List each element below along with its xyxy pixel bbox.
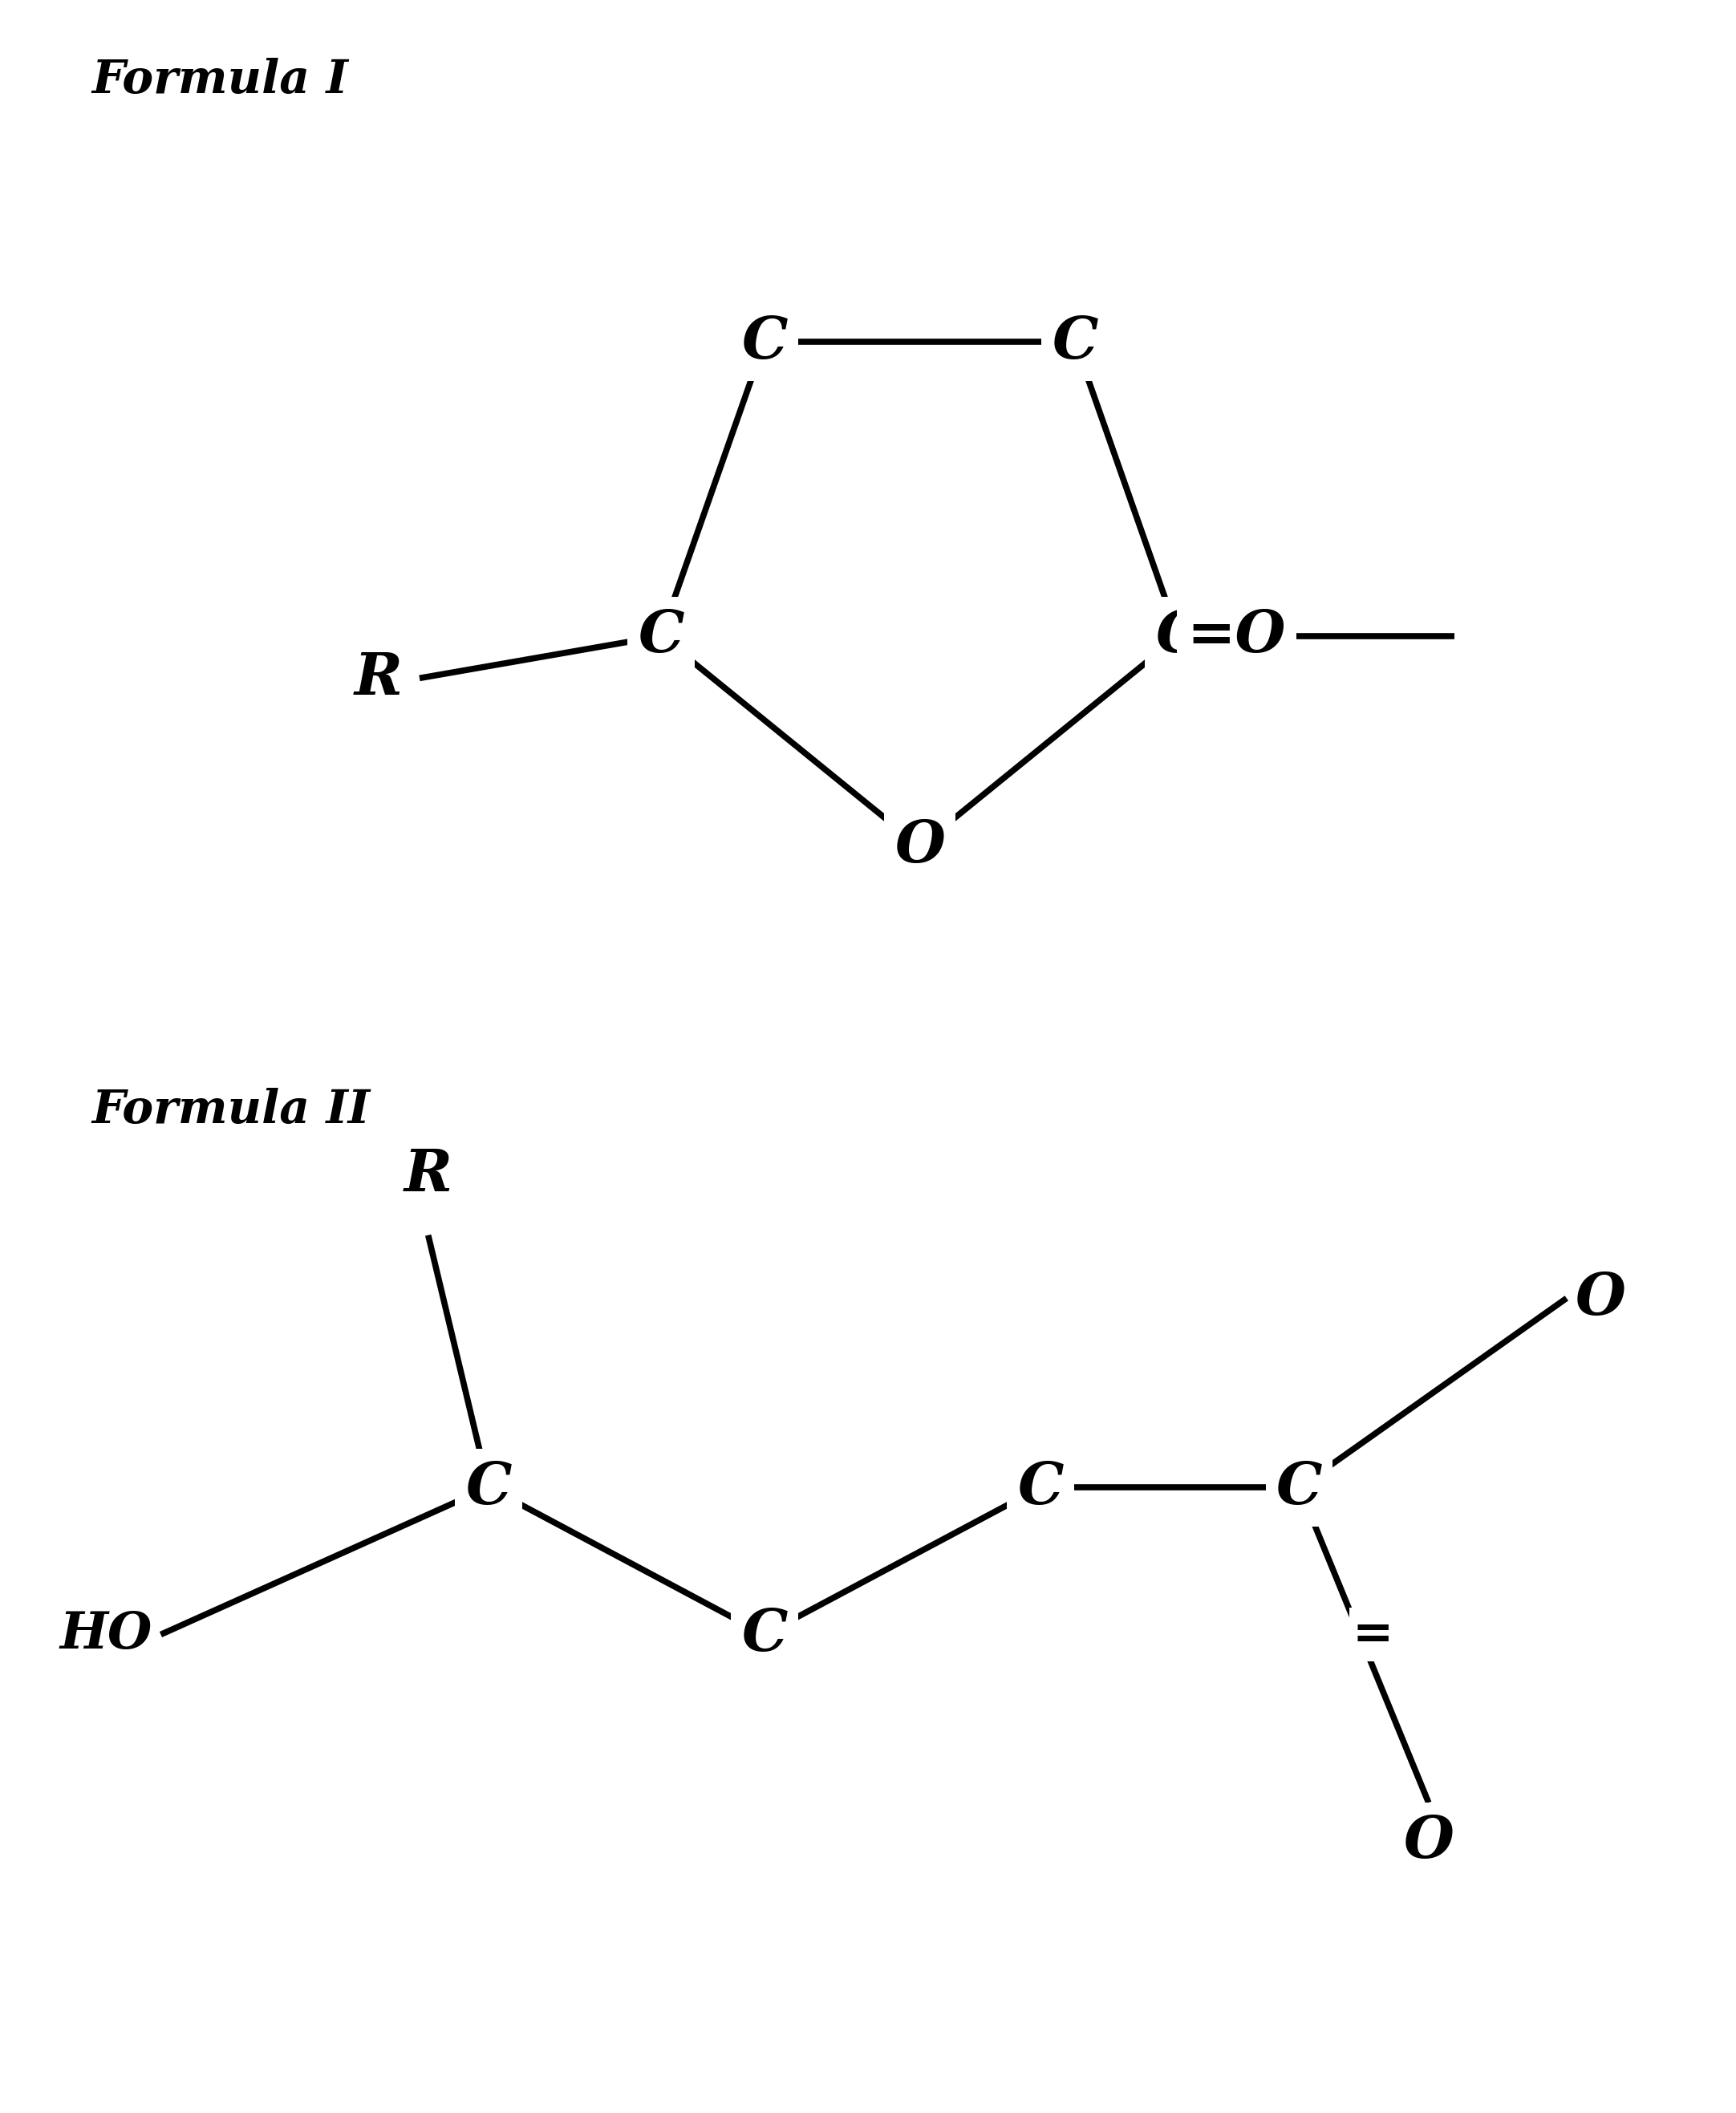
Text: C: C: [1017, 1458, 1064, 1515]
Text: Formula II: Formula II: [92, 1088, 370, 1133]
Text: O: O: [1403, 1813, 1453, 1870]
Text: C: C: [465, 1458, 512, 1515]
Text: C: C: [1276, 1458, 1323, 1515]
Text: O: O: [894, 818, 944, 875]
Text: C: C: [1052, 313, 1099, 370]
Text: HO: HO: [59, 1610, 153, 1659]
Text: R: R: [354, 649, 403, 706]
Text: R: R: [404, 1147, 451, 1204]
Text: C: C: [741, 1606, 788, 1663]
Text: =O: =O: [1187, 609, 1286, 666]
Text: C: C: [741, 313, 788, 370]
Text: C: C: [637, 609, 684, 666]
Text: C: C: [1156, 609, 1201, 666]
Text: =: =: [1352, 1610, 1392, 1659]
Text: Formula I: Formula I: [92, 59, 349, 104]
Text: O: O: [1575, 1270, 1625, 1327]
